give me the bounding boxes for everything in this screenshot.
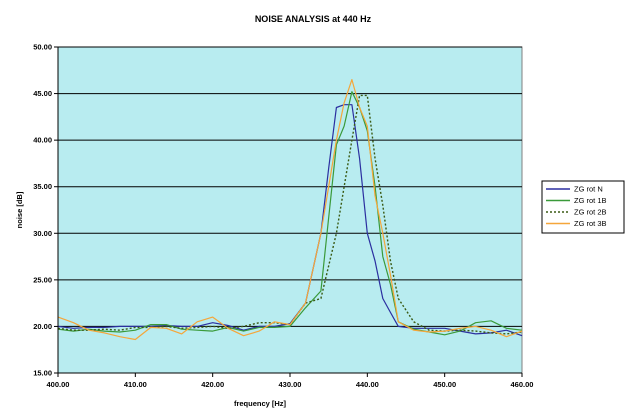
legend-label-1: ZG rot 1B (574, 196, 607, 205)
series-line-3 (57, 78, 523, 341)
legend-label-0: ZG rot N (574, 185, 603, 194)
plot-area (57, 46, 523, 374)
x-tick-label-4: 440.00 (356, 380, 379, 389)
y-tick-label-4: 35.00 (33, 182, 52, 191)
x-tick-label-5: 450.00 (433, 380, 456, 389)
y-tick-label-2: 25.00 (33, 275, 52, 284)
legend-label-2: ZG rot 2B (574, 208, 607, 217)
x-tick-label-2: 420.00 (201, 380, 224, 389)
x-tick-label-6: 460.00 (511, 380, 534, 389)
x-tick-label-1: 410.00 (124, 380, 147, 389)
series-line-2 (57, 94, 523, 335)
x-axis-label: frequency [Hz] (234, 399, 287, 408)
y-tick-label-7: 50.00 (33, 43, 52, 52)
series-lines (57, 78, 523, 341)
y-tick-label-6: 45.00 (33, 89, 52, 98)
legend: ZG rot N ZG rot 1B ZG rot 2B ZG rot 3B (541, 180, 625, 234)
y-axis-label: noise [dB] (15, 191, 24, 228)
series-line-0 (57, 104, 523, 337)
y-tick-label-5: 40.00 (33, 136, 52, 145)
legend-label-3: ZG rot 3B (574, 219, 607, 228)
series-line-1 (57, 91, 523, 336)
chart-title: NOISE ANALYSIS at 440 Hz (255, 14, 372, 24)
x-tick-label-3: 430.00 (279, 380, 302, 389)
plot-background (57, 46, 523, 374)
y-tick-label-1: 20.00 (33, 322, 52, 331)
y-tick-label-3: 30.00 (33, 229, 52, 238)
x-tick-label-0: 400.00 (47, 380, 70, 389)
axes: 15.00 20.00 25.00 30.00 35.00 40.00 45.00 50.00… (33, 43, 533, 390)
y-tick-label-0: 15.00 (33, 369, 52, 378)
